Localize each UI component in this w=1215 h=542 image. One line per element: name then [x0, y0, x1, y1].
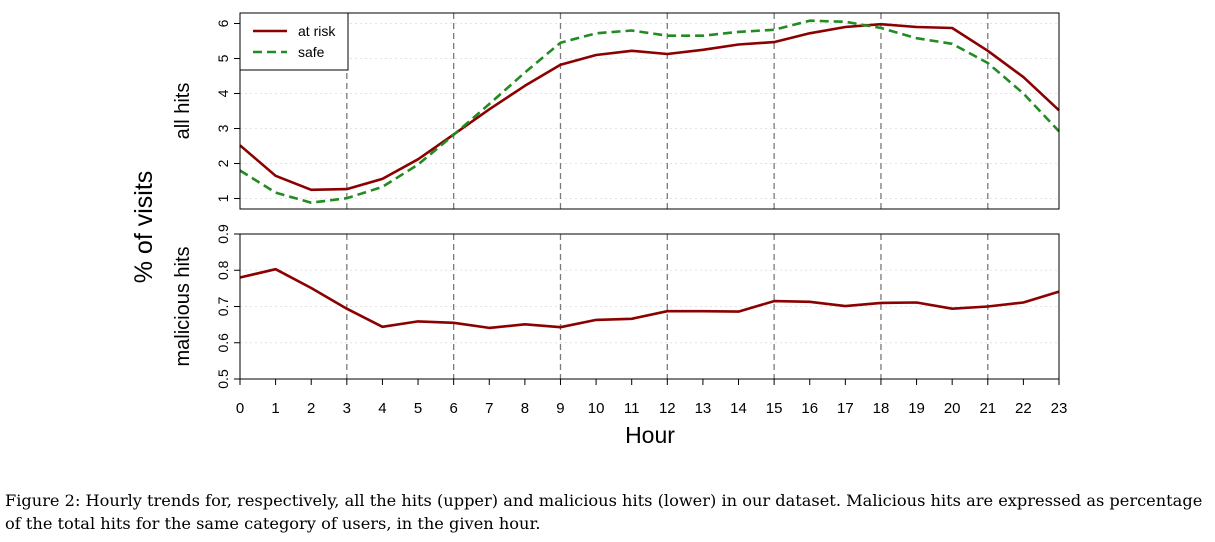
lower-ytick-label-0: 0.5 [215, 369, 231, 389]
upper-y-axis-label: all hits [172, 83, 194, 140]
x-tick-label-12: 12 [659, 400, 676, 417]
x-tick-label-5: 5 [414, 400, 422, 417]
x-tick-label-20: 20 [944, 400, 961, 417]
x-tick-label-21: 21 [979, 400, 996, 417]
x-tick-label-15: 15 [766, 400, 783, 417]
x-tick-label-11: 11 [624, 400, 640, 417]
x-tick-label-0: 0 [236, 400, 244, 417]
x-tick-label-7: 7 [485, 400, 493, 417]
x-tick-label-3: 3 [343, 400, 351, 417]
legend-label-at-risk: at risk [298, 23, 336, 39]
shared-y-axis-label: % of visits [130, 171, 158, 284]
legend-box [239, 12, 349, 71]
upper-series-safe-line [239, 19, 1060, 204]
lower-ytick-label-2: 0.7 [215, 297, 231, 317]
x-tick-label-1: 1 [271, 400, 279, 417]
lower-series-at-risk-line [239, 267, 1060, 330]
lower-ytick-label-4: 0.9 [215, 224, 231, 244]
x-tick-label-6: 6 [449, 400, 457, 417]
x-tick-label-16: 16 [801, 400, 818, 417]
upper-ytick-label-3: 4 [215, 89, 231, 97]
upper-panel-all-hits: 1 2 3 4 5 6 all hits at risk safe [172, 12, 1060, 210]
x-tick-label-10: 10 [588, 400, 605, 417]
upper-ytick-label-2: 3 [215, 124, 231, 132]
x-tick-label-13: 13 [695, 400, 712, 417]
legend-label-safe: safe [298, 44, 325, 60]
x-tick-label-19: 19 [908, 400, 925, 417]
upper-ytick-label-5: 6 [215, 19, 231, 27]
upper-ytick-label-4: 5 [215, 54, 231, 62]
upper-ytick-label-0: 1 [215, 194, 231, 202]
x-tick-label-4: 4 [378, 400, 386, 417]
lower-y-axis-label: malicious hits [172, 246, 194, 366]
x-tick-label-17: 17 [837, 400, 854, 417]
x-tick-label-8: 8 [521, 400, 529, 417]
figure-caption: Figure 2: Hourly trends for, respectivel… [5, 491, 1203, 533]
lower-ytick-label-1: 0.6 [215, 333, 231, 353]
lower-panel-malicious-hits: 0.5 0.6 0.7 0.8 0.9 malicious hits [172, 224, 1060, 389]
upper-plot-frame [239, 12, 1060, 210]
x-tick-label-9: 9 [556, 400, 564, 417]
upper-ytick-label-1: 2 [215, 159, 231, 167]
x-tick-label-18: 18 [873, 400, 890, 417]
x-axis: 0 1 2 3 4 5 6 7 8 9 10 11 12 13 14 15 16 17 18 19 20 21 22 23 [236, 378, 1068, 417]
upper-series-at-risk-line [239, 22, 1060, 192]
x-axis-title: Hour [625, 422, 675, 448]
x-tick-label-23: 23 [1051, 400, 1068, 417]
x-tick-label-2: 2 [307, 400, 315, 417]
x-tick-label-22: 22 [1015, 400, 1032, 417]
legend: at risk safe [239, 12, 349, 71]
lower-ytick-label-3: 0.8 [215, 260, 231, 280]
x-tick-label-14: 14 [730, 400, 747, 417]
